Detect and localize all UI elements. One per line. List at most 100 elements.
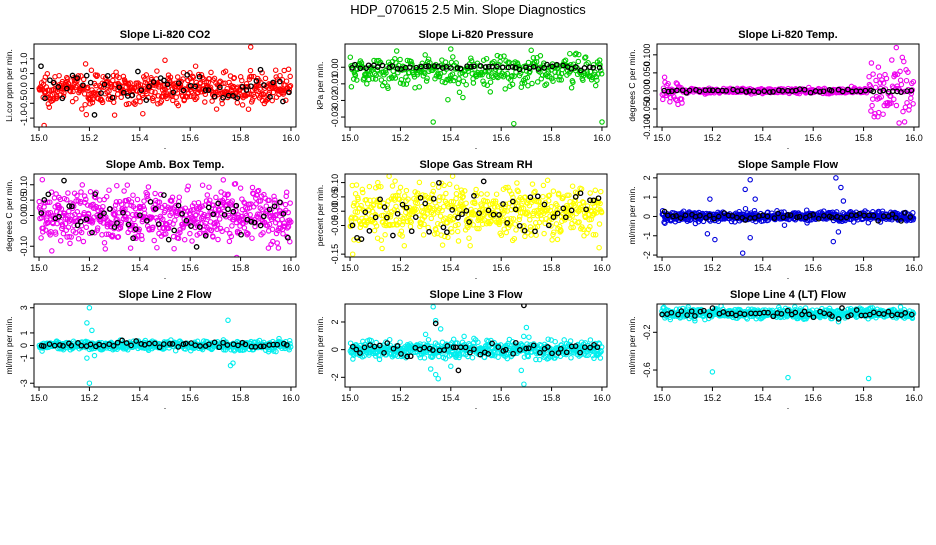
x-tick-label: 15.4	[442, 133, 460, 143]
data-point	[402, 244, 406, 248]
data-point	[288, 201, 292, 205]
x-axis-label: .	[164, 271, 167, 281]
data-point	[81, 239, 85, 243]
data-point	[163, 58, 167, 62]
x-tick-label: 15.2	[81, 263, 99, 273]
points-group	[348, 47, 604, 126]
data-point	[155, 246, 159, 250]
x-tick-label: 15.0	[30, 263, 48, 273]
data-point	[519, 368, 523, 372]
data-point	[367, 184, 371, 188]
data-point	[479, 192, 483, 196]
x-tick-label: 15.2	[392, 393, 410, 403]
y-axis-label: ml/min per min.	[315, 316, 325, 374]
data-point	[874, 78, 878, 82]
panel-title: Slope Li-820 Temp.	[738, 29, 837, 41]
data-point	[80, 183, 84, 187]
data-point	[454, 192, 458, 196]
panel-title: Slope Line 2 Flow	[119, 289, 212, 301]
data-point	[98, 198, 102, 202]
x-tick-label: 15.6	[804, 133, 822, 143]
points-group	[37, 45, 293, 128]
data-point	[288, 74, 292, 78]
data-point	[599, 189, 603, 193]
data-point	[898, 78, 902, 82]
data-point	[530, 182, 534, 186]
x-tick-label: 15.0	[30, 393, 48, 403]
data-point	[901, 109, 905, 113]
data-point	[190, 239, 194, 243]
x-tick-label: 15.2	[704, 263, 722, 273]
data-point	[514, 228, 518, 232]
data-point	[218, 217, 222, 221]
x-tick-label: 15.6	[492, 263, 510, 273]
data-point	[122, 189, 126, 193]
data-point	[713, 237, 717, 241]
data-point	[661, 97, 665, 101]
data-point	[146, 185, 150, 189]
data-point	[351, 252, 355, 256]
data-point	[600, 120, 604, 124]
data-point	[138, 100, 142, 104]
data-point	[102, 241, 106, 245]
data-point	[588, 338, 592, 342]
data-point	[408, 224, 412, 228]
x-tick-label: 15.6	[181, 263, 199, 273]
x-tick-label: 16.0	[593, 393, 611, 403]
data-point	[216, 237, 220, 241]
data-point	[235, 101, 239, 105]
selected-point	[395, 212, 399, 216]
data-point	[446, 98, 450, 102]
y-tick-label: 0	[642, 214, 652, 219]
data-point	[530, 81, 534, 85]
figure-title: HDP_070615 2.5 Min. Slope Diagnostics	[350, 2, 586, 17]
selected-point	[445, 230, 449, 234]
x-tick-label: 15.4	[131, 263, 149, 273]
data-point	[431, 120, 435, 124]
data-point	[383, 169, 387, 173]
data-point	[902, 59, 906, 63]
data-point	[894, 103, 898, 107]
data-point	[426, 338, 430, 342]
data-point	[214, 195, 218, 199]
data-point	[881, 112, 885, 116]
y-tick-label: 3	[19, 305, 29, 310]
x-tick-label: 15.0	[341, 133, 359, 143]
y-tick-label: -2	[330, 373, 340, 381]
data-point	[550, 238, 554, 242]
selected-point	[427, 230, 431, 234]
data-point	[909, 96, 913, 100]
data-point	[242, 226, 246, 230]
data-point	[249, 45, 253, 49]
data-point	[462, 334, 466, 338]
data-point	[423, 332, 427, 336]
x-tick-label: 15.4	[754, 133, 772, 143]
data-point	[105, 195, 109, 199]
data-point	[188, 231, 192, 235]
data-point	[542, 231, 546, 235]
data-point	[434, 372, 438, 376]
data-point	[209, 70, 213, 74]
data-point	[102, 197, 106, 201]
data-point	[210, 99, 214, 103]
data-point	[83, 62, 87, 66]
data-point	[177, 195, 181, 199]
y-axis-label: percent per min.	[315, 185, 325, 246]
data-point	[597, 222, 601, 226]
data-point	[383, 233, 387, 237]
data-point	[431, 305, 435, 309]
x-tick-label: 15.6	[804, 263, 822, 273]
data-point	[503, 87, 507, 91]
y-axis-label: Li.cor ppm per min.	[4, 49, 14, 122]
data-point	[456, 229, 460, 233]
data-point	[391, 69, 395, 73]
data-point	[753, 197, 757, 201]
x-tick-label: 15.8	[543, 133, 561, 143]
data-point	[348, 55, 352, 59]
data-point	[553, 340, 557, 344]
